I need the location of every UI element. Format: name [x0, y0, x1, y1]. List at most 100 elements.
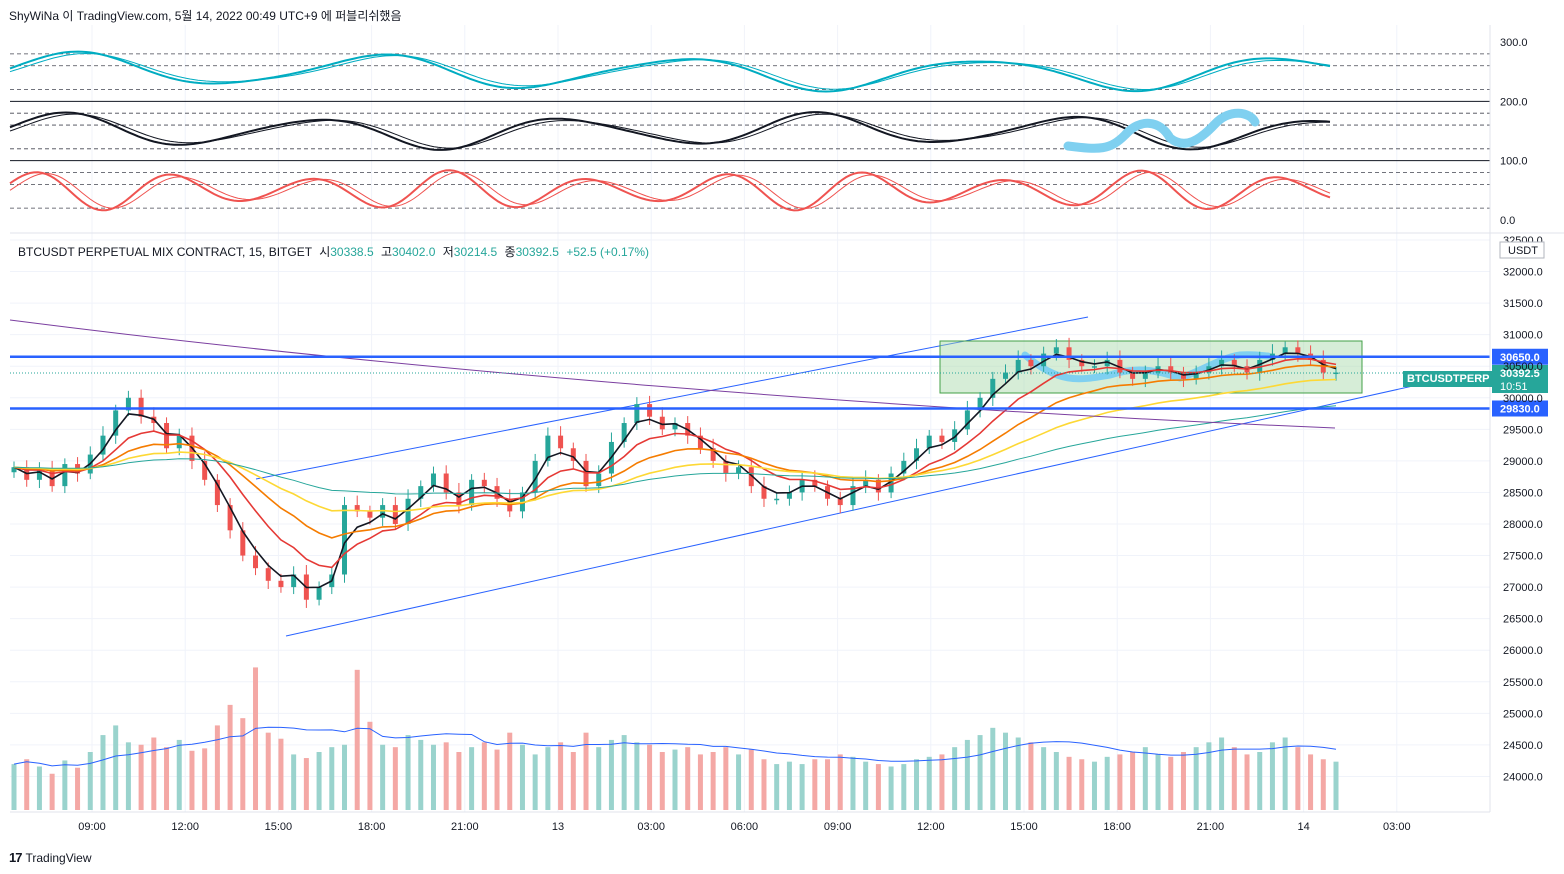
candle-body — [481, 479, 487, 487]
volume-bar — [697, 754, 703, 810]
last-price-tag — [1492, 365, 1548, 394]
candle-body — [227, 505, 233, 531]
volume-bar — [1104, 756, 1110, 810]
time-tick-label: 21:00 — [451, 821, 479, 833]
candle-body — [736, 467, 742, 474]
volume-bar — [227, 704, 233, 810]
volume-bar — [354, 669, 360, 810]
volume-bar — [405, 735, 411, 810]
volume-bar — [1091, 761, 1097, 810]
ema-long-line — [13, 378, 1337, 513]
candle-body — [723, 460, 729, 474]
candle-body — [952, 429, 958, 442]
level-price-label: 30650.0 — [1500, 352, 1540, 364]
candle-body — [1091, 366, 1097, 368]
volume-bar — [443, 742, 449, 810]
candle-body — [1066, 347, 1072, 360]
legend-low: 30214.5 — [453, 245, 498, 259]
volume-bar — [532, 754, 538, 810]
volume-bar — [901, 764, 907, 810]
volume-bar — [392, 747, 398, 810]
volume-bar — [87, 752, 93, 810]
ema-slow-line — [13, 364, 1337, 539]
volume-bar — [11, 764, 17, 810]
volume-bar — [583, 732, 589, 810]
hand-drawn-price-path — [1021, 351, 1272, 383]
time-tick-label: 21:00 — [1197, 821, 1225, 833]
candle-body — [62, 464, 68, 487]
volume-bar — [367, 721, 373, 810]
time-tick-label: 12:00 — [917, 821, 945, 833]
time-tick-label: 13 — [552, 821, 564, 833]
legend-high: 30402.0 — [392, 245, 436, 259]
volume-bar — [291, 754, 297, 810]
candle-body — [761, 486, 767, 499]
candle-body — [278, 580, 284, 588]
volume-bar — [748, 749, 754, 810]
level-price-tag — [1492, 348, 1548, 365]
volume-bar — [761, 759, 767, 810]
oscillator-panes — [9, 50, 1490, 212]
candle-body — [710, 448, 716, 461]
candle-body — [850, 486, 856, 506]
volume-bar — [202, 748, 208, 810]
footer-brand-label: TradingView — [25, 850, 92, 865]
candle-body — [901, 460, 907, 474]
legend-change: +52.5 (+0.17%) — [566, 245, 650, 259]
volume-bar — [316, 752, 322, 810]
volume-bar — [1117, 754, 1123, 810]
candle-body — [812, 479, 818, 487]
last-price-label: 30392.5 — [1500, 368, 1540, 380]
legend-open: 30338.5 — [330, 245, 374, 259]
volume-bar — [138, 744, 144, 810]
volume-bar — [24, 759, 30, 810]
volume-bar — [1168, 756, 1174, 810]
candle-body — [1104, 359, 1110, 367]
candle-body — [1282, 347, 1288, 354]
candle-body — [570, 448, 576, 461]
volume-bar — [1257, 752, 1263, 810]
volume-bar — [825, 759, 831, 810]
candle-body — [697, 435, 703, 449]
trendlines — [255, 316, 1441, 637]
candle-body — [532, 460, 538, 493]
candle-body — [977, 397, 983, 411]
volume-bar — [1028, 742, 1034, 810]
volume-bar — [875, 764, 881, 810]
candle-body — [100, 435, 106, 455]
volume-bar — [799, 764, 805, 810]
candle-body — [1219, 359, 1225, 367]
volume-ma-line — [13, 726, 1337, 767]
level-price-label: 29830.0 — [1500, 404, 1540, 416]
candle-body — [647, 404, 653, 417]
price-tick-label: 30000.0 — [1503, 393, 1543, 405]
volume-bar — [456, 752, 462, 810]
candle-body — [964, 410, 970, 430]
volume-bar — [278, 738, 284, 810]
price-tick-label: 25000.0 — [1503, 708, 1543, 720]
footer-brand[interactable]: 17 TradingView — [9, 850, 92, 865]
candle-body — [1193, 372, 1199, 379]
volume-bar — [481, 742, 487, 810]
countdown-label: 10:51 — [1500, 381, 1528, 393]
volume-bar — [1142, 747, 1148, 810]
price-tick-label: 29000.0 — [1503, 456, 1543, 468]
volume-bar — [214, 725, 220, 810]
price-tick-label: 30500.0 — [1503, 361, 1543, 373]
candle-body — [1003, 372, 1008, 379]
candle-body — [774, 498, 780, 501]
candle-body — [291, 574, 297, 588]
volume-bar — [329, 747, 335, 810]
legend-symbol: BTCUSDT PERPETUAL MIX CONTRACT, 15, BITG… — [18, 245, 312, 259]
volume-bar — [1155, 754, 1161, 810]
candle-body — [176, 435, 182, 449]
time-tick-label: 15:00 — [1010, 821, 1038, 833]
ema-fast-line — [13, 352, 1337, 589]
candle-body — [621, 423, 627, 442]
candle-body — [456, 492, 462, 506]
volume-bar — [977, 735, 983, 810]
candle-body — [1028, 359, 1034, 367]
price-tick-label: 28000.0 — [1503, 519, 1543, 531]
legend-open-label: 시 — [319, 245, 331, 259]
